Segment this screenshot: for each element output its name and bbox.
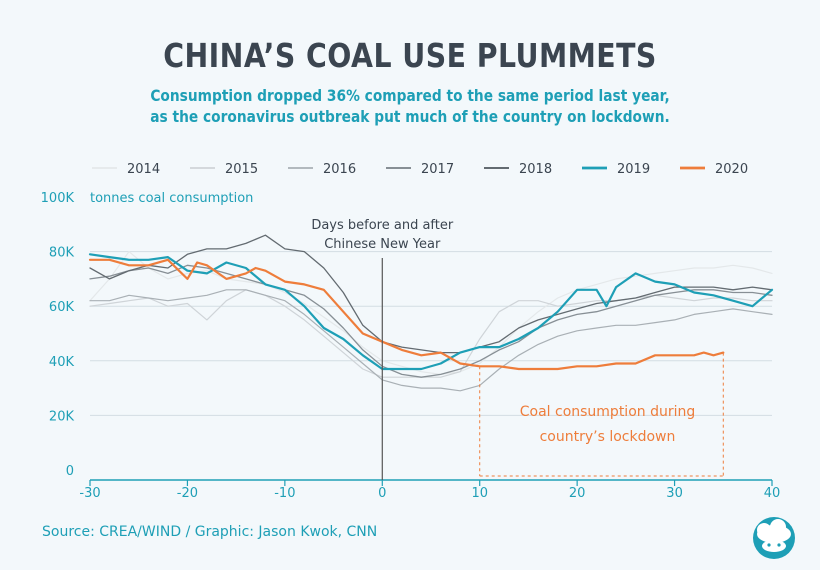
cloud-pig-logo-icon bbox=[753, 517, 795, 559]
y-tick-labels: 0 20K 40K 60K 80K 100K bbox=[41, 191, 75, 479]
vline-label-line1: Days before and after bbox=[311, 218, 454, 233]
legend-label-2015: 2015 bbox=[225, 162, 258, 177]
legend-label-2017: 2017 bbox=[421, 162, 454, 177]
y-tick-label: 60K bbox=[49, 300, 75, 315]
series-line-2014 bbox=[89, 251, 773, 375]
annotation-line1: Coal consumption during bbox=[520, 404, 696, 420]
x-tick-label: 40 bbox=[764, 486, 781, 501]
annotation-line2: country’s lockdown bbox=[540, 429, 676, 445]
x-tick-label: -10 bbox=[274, 486, 295, 501]
series-line-2015 bbox=[89, 289, 773, 378]
chart-subtitle-line1: Consumption dropped 36% compared to the … bbox=[150, 86, 670, 105]
y-tick-label: 80K bbox=[49, 246, 75, 261]
y-tick-label: 0 bbox=[66, 464, 74, 479]
y-tick-label: 20K bbox=[49, 409, 75, 424]
chart-title: CHINA’S COAL USE PLUMMETS bbox=[163, 36, 657, 75]
lockdown-annotation bbox=[479, 352, 724, 477]
grid-lines bbox=[90, 251, 772, 481]
y-tick-label: 40K bbox=[49, 355, 75, 370]
legend-label-2018: 2018 bbox=[519, 162, 552, 177]
x-tick-labels: -30 -20 -10 0 10 20 30 40 bbox=[79, 480, 780, 501]
series-line-2019 bbox=[88, 253, 774, 371]
legend-label-2019: 2019 bbox=[617, 162, 650, 177]
series-line-2017 bbox=[89, 264, 773, 378]
x-tick-label: 20 bbox=[569, 486, 586, 501]
series-line-2020 bbox=[88, 258, 725, 371]
x-tick-label: -20 bbox=[177, 486, 198, 501]
x-tick-label: 30 bbox=[666, 486, 683, 501]
series-line-2016 bbox=[89, 289, 773, 392]
y-tick-label: 100K bbox=[41, 191, 75, 206]
legend-label-2020: 2020 bbox=[715, 162, 748, 177]
source-credit: Source: CREA/WIND / Graphic: Jason Kwok,… bbox=[42, 524, 378, 540]
legend: 2014 2015 2016 2017 2018 2019 2020 bbox=[92, 162, 748, 177]
series-line-2018 bbox=[89, 234, 773, 354]
x-tick-label: -30 bbox=[79, 486, 100, 501]
y-axis-label: tonnes coal consumption bbox=[90, 191, 253, 206]
chart-subtitle-line2: as the coronavirus outbreak put much of … bbox=[150, 107, 670, 126]
vline-label-line2: Chinese New Year bbox=[324, 237, 441, 252]
x-tick-label: 10 bbox=[471, 486, 488, 501]
legend-label-2014: 2014 bbox=[127, 162, 160, 177]
data-series bbox=[88, 234, 774, 392]
legend-label-2016: 2016 bbox=[323, 162, 356, 177]
x-tick-label: 0 bbox=[378, 486, 386, 501]
